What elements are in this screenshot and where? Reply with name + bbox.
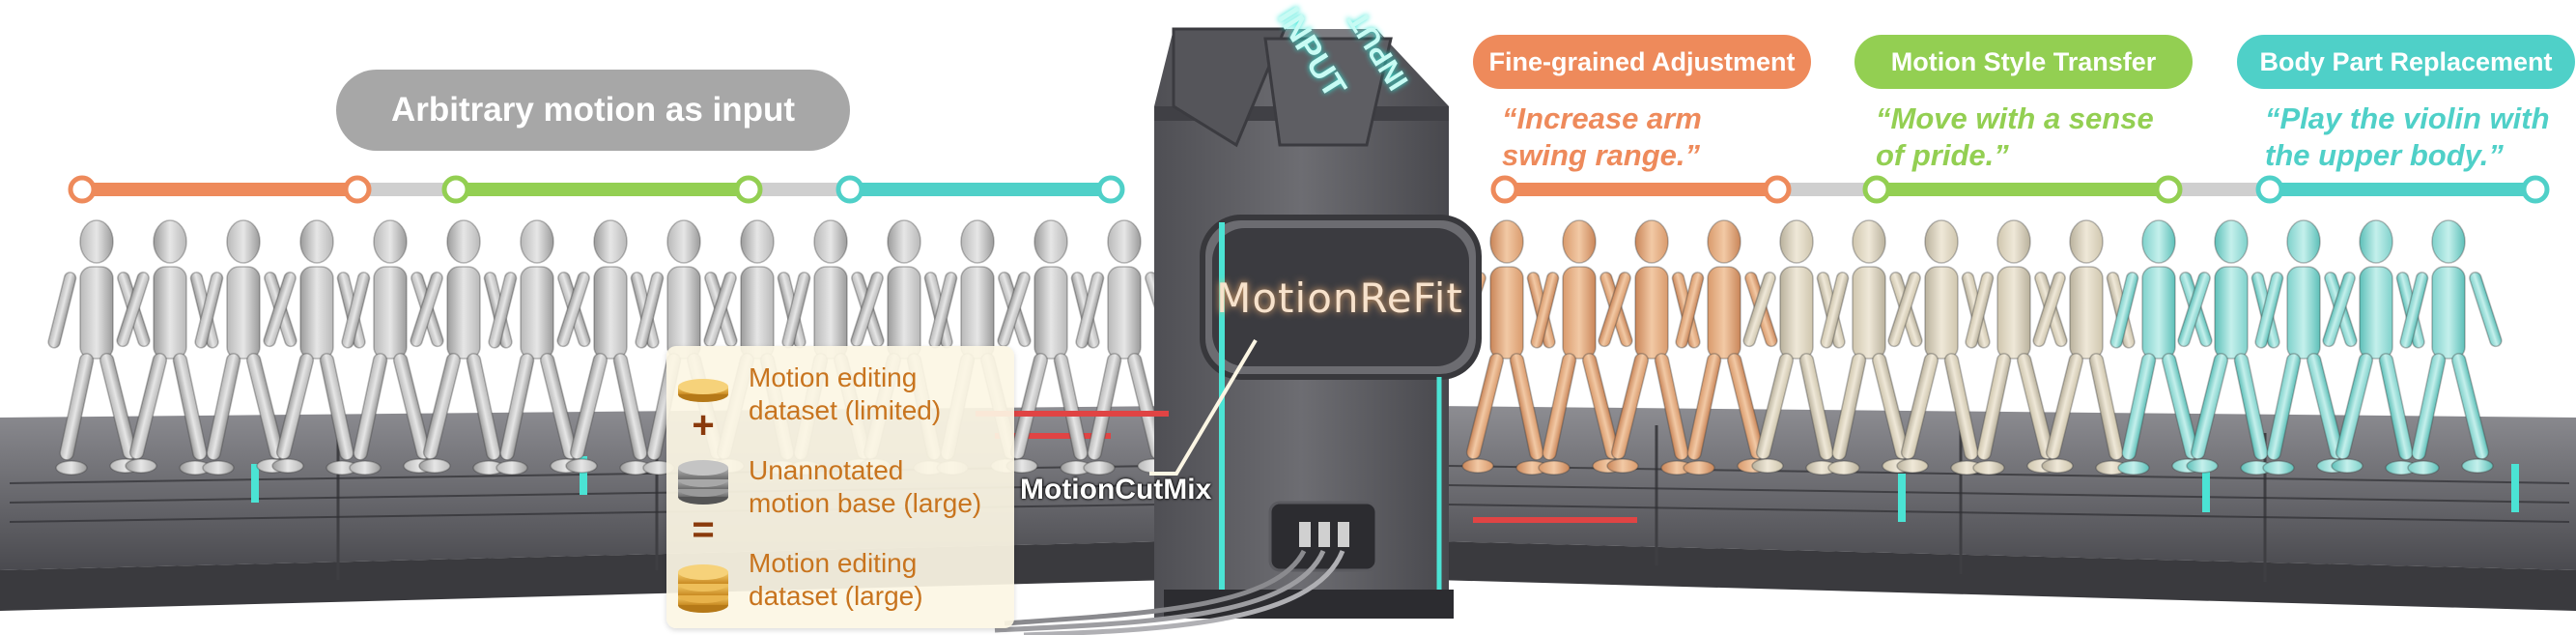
- legend-equals: =: [692, 508, 715, 551]
- timeline-output: [1490, 175, 2550, 204]
- edited-robot: [2032, 219, 2136, 476]
- gray-coin-stack-icon: [678, 460, 728, 505]
- task-label-style-transfer: Motion Style Transfer: [1890, 46, 2157, 76]
- motioncutmix-label: MotionCutMix: [1020, 474, 1212, 505]
- dataset-legend: Motion editing dataset (limited) + Unann…: [666, 346, 1014, 628]
- edited-robot: [2322, 219, 2425, 476]
- input-pill-label: Arbitrary motion as input: [390, 91, 796, 129]
- legend-item-limited: Motion editing dataset (limited): [749, 362, 942, 425]
- cutmix-leader-line: [1149, 338, 1258, 476]
- timeline-input: [68, 175, 1125, 204]
- legend-plus: +: [692, 404, 715, 447]
- input-robot: [116, 219, 219, 476]
- task-pill-style-transfer: Motion Style Transfer: [1854, 35, 2193, 89]
- quote-style-transfer: “Move with a sense of pride.”: [1876, 101, 2154, 172]
- task-label-fine-grained: Fine-grained Adjustment: [1488, 46, 1796, 76]
- motionrefit-machine: [976, 27, 1482, 635]
- input-robot: [556, 219, 660, 476]
- input-pill: Arbitrary motion as input: [336, 70, 850, 151]
- edited-robot: [2177, 219, 2280, 476]
- legend-item-unannotated: Unannotated motion base (large): [749, 455, 982, 518]
- edited-robot: [1675, 219, 1778, 476]
- edited-robot: [1887, 219, 1991, 476]
- edited-robot: [1530, 219, 1633, 476]
- edited-robot: [2109, 219, 2213, 476]
- machine-brand-plate: MotionReFit: [1216, 274, 1463, 322]
- quote-fine-grained: “Increase arm swing range.”: [1502, 101, 1702, 172]
- gold-coin-stack-large-icon: [678, 564, 728, 613]
- input-robot: [488, 219, 591, 476]
- gold-coin-stack-small-icon: [678, 379, 728, 402]
- legend-item-large: Motion editing dataset (large): [749, 548, 923, 611]
- task-pill-body-part: Body Part Replacement: [2237, 35, 2575, 89]
- quote-body-part: “Play the violin with the upper body.”: [2265, 101, 2550, 172]
- task-label-body-part: Body Part Replacement: [2259, 46, 2553, 76]
- edited-robot: [2399, 219, 2503, 476]
- edited-robot: [1820, 219, 1923, 476]
- input-robot: [194, 219, 297, 476]
- conveyor-right: [1434, 406, 2576, 611]
- task-pill-fine-grained: Fine-grained Adjustment: [1473, 35, 1811, 89]
